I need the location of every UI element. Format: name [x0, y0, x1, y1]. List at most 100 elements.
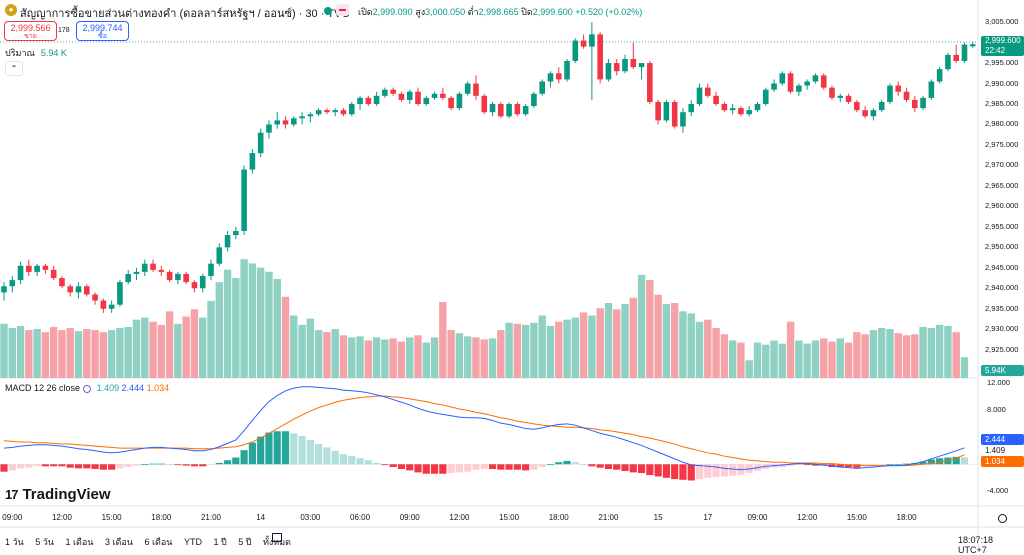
histogram-bar	[778, 464, 786, 467]
volume-bar	[414, 335, 422, 378]
time-axis-label: 03:00	[300, 513, 321, 522]
candle	[166, 269, 173, 283]
histogram-bar	[654, 464, 662, 477]
macd-legend[interactable]: MACD 12 26 close 1.409 2.444 1.034	[5, 383, 169, 393]
histogram-bar	[513, 464, 521, 470]
bar-countdown: 22:42	[985, 46, 1006, 55]
market-status-icon[interactable]	[336, 4, 349, 16]
volume-bar	[737, 342, 745, 378]
range-1y[interactable]: 1 ปี	[213, 537, 227, 547]
volume-bar	[861, 334, 869, 378]
histogram-bar	[488, 464, 497, 470]
candle-body	[299, 116, 305, 119]
range-3m[interactable]: 3 เดือน	[104, 537, 133, 547]
candle-body	[829, 87, 835, 98]
candle	[845, 93, 852, 104]
volume-bar	[695, 321, 704, 378]
range-ytd[interactable]: YTD	[183, 537, 202, 547]
candle-body	[415, 91, 421, 104]
candle	[299, 112, 305, 125]
volume-bar	[463, 336, 472, 378]
timeframe-bar: 1 วัน 5 วัน 1 เดือน 3 เดือน 6 เดือน YTD …	[5, 535, 300, 549]
volume-bar	[637, 274, 646, 379]
candle	[233, 226, 239, 240]
time-axis-label: 09:00	[2, 513, 23, 522]
axis-settings-icon[interactable]	[998, 514, 1007, 523]
candle-body	[307, 114, 314, 117]
volume-bar	[314, 330, 323, 378]
time-axis-label: 15:00	[846, 513, 867, 522]
candle	[572, 38, 579, 64]
candle	[26, 259, 32, 276]
candle	[390, 87, 396, 96]
histogram-bar	[944, 457, 952, 465]
candle-body	[779, 73, 786, 84]
range-1m[interactable]: 1 เดือน	[65, 537, 94, 547]
high-value: 3,000.050	[425, 7, 466, 17]
candle	[539, 79, 545, 96]
buy-label: ซื้อ	[98, 33, 107, 40]
candle	[953, 44, 959, 64]
candle-body	[713, 95, 719, 104]
candle-body	[233, 230, 239, 236]
calendar-goto-icon[interactable]	[272, 533, 282, 542]
range-6m[interactable]: 6 เดือน	[144, 537, 173, 547]
sell-button[interactable]: 2,999.566 ขาย	[4, 21, 57, 41]
candle	[266, 120, 272, 139]
histogram-bar	[828, 464, 836, 467]
histogram-bar	[522, 464, 530, 471]
candle-body	[912, 99, 918, 109]
candle	[696, 83, 703, 107]
range-5y[interactable]: 5 ปี	[238, 537, 252, 547]
candle	[688, 99, 695, 117]
range-5d[interactable]: 5 วัน	[35, 537, 54, 547]
time-axis-label: 21:00	[200, 513, 222, 522]
collapse-legend-button[interactable]: ⌃	[5, 61, 23, 76]
candle-body	[887, 85, 893, 102]
time-axis-label: 18:00	[151, 513, 172, 522]
buy-button[interactable]: 2,999.744 ซื้อ	[76, 21, 129, 41]
candle	[1, 282, 7, 301]
histogram-bar	[91, 464, 99, 470]
candle	[440, 87, 446, 100]
candle-body	[340, 110, 347, 115]
range-all[interactable]: ทั้งหมด	[262, 537, 291, 547]
volume-legend[interactable]: ปริมาณ 5.94 K	[5, 46, 67, 60]
range-1d[interactable]: 1 วัน	[5, 537, 24, 547]
candle-body	[555, 73, 562, 80]
candle-body	[903, 91, 910, 100]
candle-body	[282, 120, 289, 125]
candle-body	[854, 101, 860, 111]
symbol-title[interactable]: สัญญาการซื้อขายส่วนต่างทองคำ (ดอลลาร์สหร…	[20, 8, 350, 20]
candle	[315, 108, 322, 117]
candle	[67, 284, 74, 297]
histogram-bar	[348, 456, 356, 465]
price-axis-label: 2,960.000	[985, 201, 1019, 211]
volume-bar	[306, 318, 315, 379]
candle	[382, 87, 388, 98]
histogram-bar	[695, 464, 704, 480]
candle-body	[696, 87, 703, 104]
volume-bar	[290, 315, 298, 378]
volume-bar	[323, 332, 331, 378]
candle	[522, 104, 529, 117]
indicator-settings-icon[interactable]	[83, 384, 92, 393]
clock-timezone[interactable]: 18:07:18 UTC+7	[958, 535, 994, 555]
candle-body	[762, 89, 769, 104]
candle-body	[688, 104, 695, 113]
candle	[580, 34, 587, 49]
histogram-bar	[464, 464, 472, 472]
candle-body	[34, 265, 40, 272]
volume-bar	[646, 280, 654, 378]
histogram-bar	[356, 458, 364, 465]
candle-body	[920, 97, 926, 109]
volume-bar	[762, 344, 770, 378]
histogram-bar	[538, 464, 546, 467]
macd-hist-value: 1.409	[96, 383, 120, 393]
candle	[762, 87, 769, 107]
candle	[365, 95, 372, 107]
candle	[150, 259, 156, 272]
tradingview-logo[interactable]: 17 TradingView	[5, 486, 111, 503]
candle	[274, 112, 281, 129]
